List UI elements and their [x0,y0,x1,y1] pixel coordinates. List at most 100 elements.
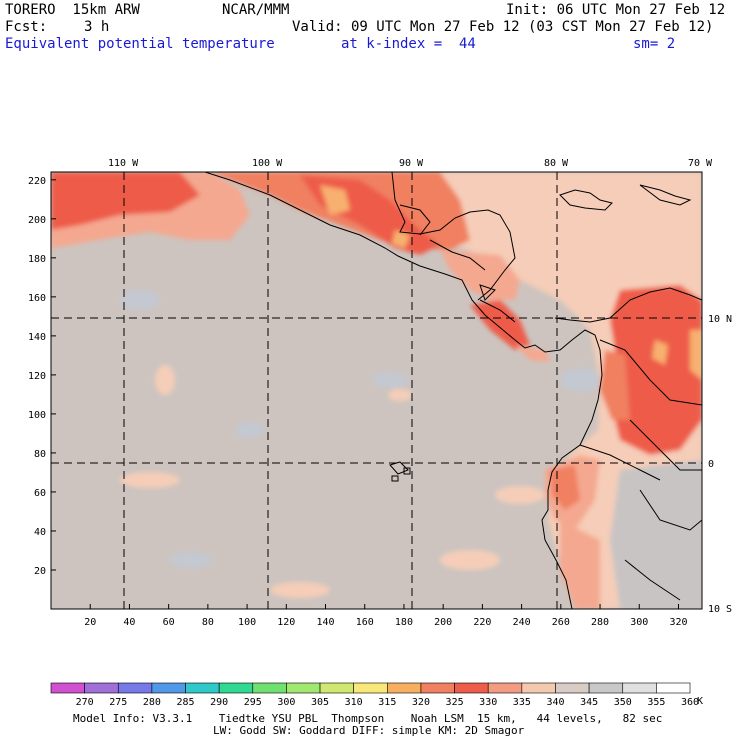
ocean-cool-patch-1 [120,290,160,310]
hot-spot-1 [320,185,350,215]
colorbar-level-label: 305 [311,697,329,708]
y-tick-label: 40 [34,527,46,538]
pacific-coastline [204,172,603,609]
caribbean-coast-south [554,287,702,323]
colorbar-swatch [454,682,489,694]
map-frame [50,171,703,610]
ocean-warm-patch-1 [120,472,180,488]
y-tick-label: 60 [34,488,46,499]
latitude-labels: 10 N 0 10 S [708,314,732,615]
amazon-cool [610,460,702,609]
border-honduras [429,239,486,271]
y-tick-label: 120 [28,371,46,382]
x-tick-label: 220 [473,617,491,628]
colorbar-level-label: 330 [479,697,497,708]
peru-warm [560,520,600,609]
hot-spot-3 [690,330,702,380]
colorbar-level-label: 270 [76,697,94,708]
colorbar-swatch [387,682,422,694]
colorbar-swatch [420,682,455,694]
x-tick-label: 120 [277,617,295,628]
x-tick-label: 40 [123,617,135,628]
colorbar-swatch [353,682,388,694]
y-tick-label: 80 [34,449,46,460]
colombia-warm [600,350,630,420]
colorbar-swatch [185,682,220,694]
ocean-warm-patch-6 [270,582,330,598]
y-tick-label: 160 [28,293,46,304]
x-tick-label: 260 [552,617,570,628]
valid-time: Valid: 09 UTC Mon 27 Feb 12 (03 CST Mon … [292,19,714,35]
colorbar-level-label: 325 [446,697,464,708]
colorbar-level-label: 315 [378,697,396,708]
colorbar-swatch [117,682,153,694]
colorbar-level-label: 300 [277,697,295,708]
costa-rica-hot [470,300,530,350]
longitude-labels: 110 W 100 W 90 W 80 W 70 W [108,158,713,169]
central-america-warm [440,250,520,300]
colorbar-level-label: 355 [647,697,665,708]
lon-label-110w: 110 W [108,158,139,169]
hot-spot-4 [652,340,668,365]
x-tick-label: 80 [202,617,214,628]
colorbar-swatch [84,682,119,694]
y-tick-label: 220 [28,176,46,187]
colorbar-swatch [252,682,287,694]
x-tick-label: 20 [84,617,96,628]
colombia-hot [610,285,702,455]
forecast-hour: 3 h [84,19,110,35]
colorbar-level-label: 285 [176,697,194,708]
colorbar-level-label: 345 [580,697,598,708]
colorbar-swatch [487,682,523,694]
ocean-cool-patch-4 [168,552,212,568]
y-tick-label: 20 [34,566,46,577]
x-tick-label: 280 [591,617,609,628]
lat-label-0: 0 [708,459,714,470]
lat-label-10n: 10 N [708,314,732,325]
colorbar-level-label: 280 [143,697,161,708]
colorbar-swatch [656,682,691,694]
ocean-warm-patch-4 [388,389,412,401]
lon-label-80w: 80 W [544,158,569,169]
lon-label-100w: 100 W [252,158,283,169]
galapagos-island-2 [403,467,411,475]
x-tick-label: 100 [238,617,256,628]
y-tick-label: 140 [28,332,46,343]
x-tick-label: 140 [316,617,334,628]
colorbar-level-label: 335 [513,697,531,708]
hispaniola-outline [639,184,692,206]
border-colombia-venezuela [599,339,702,406]
lake-nicaragua [479,284,496,301]
hot-band-northwest [51,172,200,230]
physics-info-line: LW: Godd SW: Goddard DIFF: simple KM: 2D… [213,724,525,737]
x-tick-label: 300 [630,617,648,628]
cuba-outline [559,189,613,211]
colorbar-swatch [555,682,590,694]
colorbar-unit: K [697,696,703,707]
colorbar-swatch [622,682,657,694]
colorbar-level-label: 290 [210,697,228,708]
x-tick-label: 240 [513,617,531,628]
colorbar-level-label: 350 [614,697,632,708]
colorbar-level-label: 320 [412,697,430,708]
panama-warm [515,345,550,362]
colorbar-level-label: 310 [345,697,363,708]
y-tick-label: 100 [28,410,46,421]
colorbar-level-label: 360 [681,697,699,708]
colorbar-swatch [151,682,186,694]
colorbar-swatch [588,682,624,694]
colorbar-swatch [218,682,254,694]
field-name: Equivalent potential temperature [5,36,275,52]
ocean-cool-patch-3 [560,368,600,392]
ocean-cool-patch-5 [235,422,265,438]
lon-label-70w: 70 W [688,158,713,169]
x-tick-label: 180 [395,617,413,628]
x-tick-label: 160 [356,617,374,628]
x-tick-label: 320 [669,617,687,628]
y-tick-label: 180 [28,254,46,265]
border-guatemala [399,204,431,236]
colorbar-level-label: 295 [244,697,262,708]
galapagos-island-3 [391,475,399,482]
colorbar-swatch [319,682,354,694]
